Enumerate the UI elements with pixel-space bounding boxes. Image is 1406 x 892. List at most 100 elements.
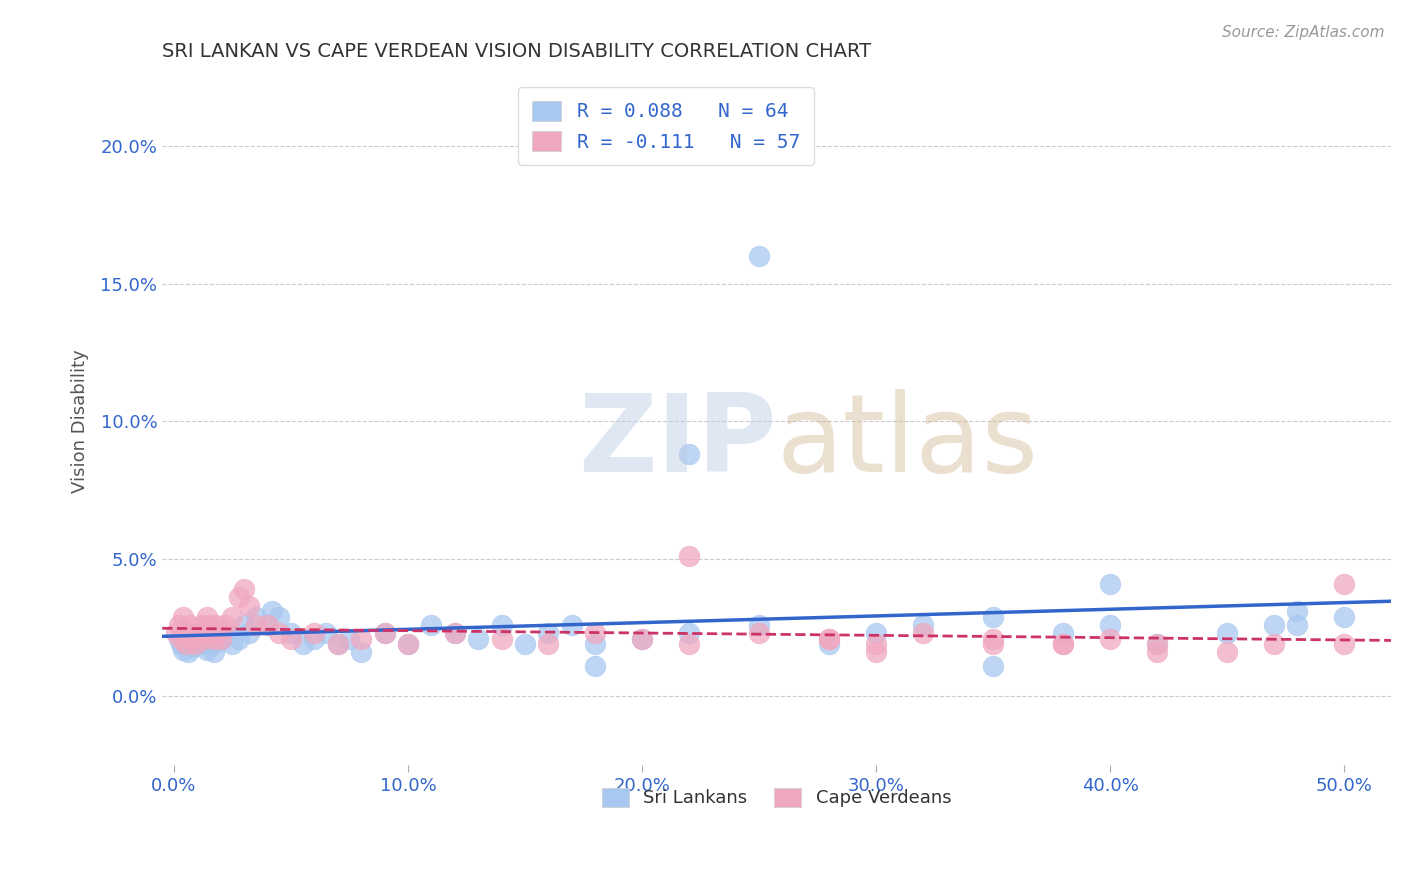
Point <box>170 637 193 651</box>
Point <box>200 626 222 640</box>
Point <box>179 618 201 632</box>
Point <box>818 632 841 646</box>
Point <box>420 618 443 632</box>
Point <box>245 618 267 632</box>
Point <box>748 626 770 640</box>
Point <box>238 626 260 640</box>
Point <box>583 637 606 651</box>
Point <box>214 618 236 632</box>
Point <box>269 609 291 624</box>
Point <box>191 637 214 651</box>
Point <box>1263 618 1285 632</box>
Point <box>1146 637 1168 651</box>
Point <box>1099 576 1122 591</box>
Point <box>1263 637 1285 651</box>
Point <box>981 632 1004 646</box>
Point <box>513 637 536 651</box>
Point <box>678 626 700 640</box>
Point <box>911 626 934 640</box>
Point <box>200 637 222 651</box>
Point <box>172 642 194 657</box>
Point <box>467 632 489 646</box>
Text: ZIP: ZIP <box>578 389 776 495</box>
Point <box>262 604 284 618</box>
Point <box>202 645 225 659</box>
Point <box>350 632 373 646</box>
Point <box>256 618 278 632</box>
Point <box>228 591 250 605</box>
Y-axis label: Vision Disability: Vision Disability <box>72 350 89 493</box>
Point <box>1146 645 1168 659</box>
Point <box>631 632 654 646</box>
Point <box>443 626 465 640</box>
Point <box>207 626 229 640</box>
Point <box>179 634 201 648</box>
Point <box>678 637 700 651</box>
Point <box>396 637 419 651</box>
Point <box>186 626 208 640</box>
Point <box>818 632 841 646</box>
Point <box>350 645 373 659</box>
Point <box>304 632 326 646</box>
Point <box>191 618 214 632</box>
Point <box>678 549 700 564</box>
Point <box>748 618 770 632</box>
Point <box>221 609 243 624</box>
Point <box>911 618 934 632</box>
Point <box>1286 618 1309 632</box>
Point <box>172 609 194 624</box>
Point <box>981 609 1004 624</box>
Point <box>537 637 560 651</box>
Point <box>1333 637 1355 651</box>
Point <box>443 626 465 640</box>
Point <box>396 637 419 651</box>
Point <box>198 632 221 646</box>
Point <box>865 645 887 659</box>
Point <box>209 632 232 646</box>
Point <box>233 582 256 597</box>
Point <box>256 618 278 632</box>
Point <box>245 609 267 624</box>
Text: SRI LANKAN VS CAPE VERDEAN VISION DISABILITY CORRELATION CHART: SRI LANKAN VS CAPE VERDEAN VISION DISABI… <box>162 42 872 61</box>
Point <box>748 249 770 263</box>
Point <box>269 626 291 640</box>
Point <box>177 645 200 659</box>
Point <box>1286 604 1309 618</box>
Point <box>1099 632 1122 646</box>
Point <box>291 637 314 651</box>
Point <box>981 637 1004 651</box>
Point <box>280 626 302 640</box>
Point <box>1052 637 1074 651</box>
Point <box>221 637 243 651</box>
Point <box>186 632 208 646</box>
Point <box>167 618 190 632</box>
Point <box>1216 626 1239 640</box>
Point <box>537 626 560 640</box>
Point <box>174 637 197 651</box>
Text: atlas: atlas <box>776 389 1039 495</box>
Point <box>205 618 228 632</box>
Point <box>583 659 606 673</box>
Point <box>1099 618 1122 632</box>
Point <box>491 618 513 632</box>
Point <box>233 618 256 632</box>
Point <box>193 632 215 646</box>
Point <box>181 632 204 646</box>
Legend: Sri Lankans, Cape Verdeans: Sri Lankans, Cape Verdeans <box>595 780 959 814</box>
Point <box>202 632 225 646</box>
Point <box>205 626 228 640</box>
Point <box>184 629 207 643</box>
Point <box>177 626 200 640</box>
Point <box>374 626 396 640</box>
Point <box>228 632 250 646</box>
Point <box>1333 576 1355 591</box>
Point <box>165 626 187 640</box>
Point <box>167 632 190 646</box>
Point <box>1216 645 1239 659</box>
Point <box>304 626 326 640</box>
Point <box>1146 637 1168 651</box>
Point <box>315 626 337 640</box>
Point <box>1333 609 1355 624</box>
Point <box>865 626 887 640</box>
Point <box>818 637 841 651</box>
